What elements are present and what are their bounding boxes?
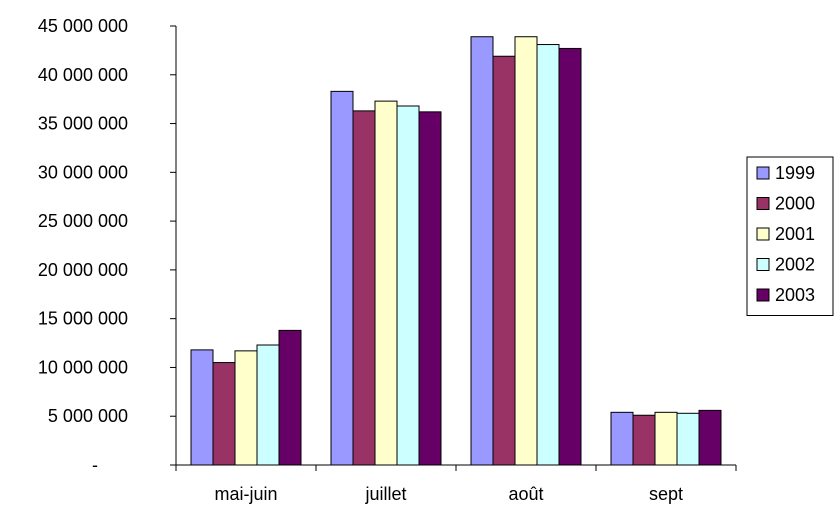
- x-tick-label: juillet: [364, 484, 406, 504]
- bar-2002-juillet: [396, 105, 420, 466]
- y-tick-label: 20 000 000: [38, 260, 128, 280]
- legend-label: 1999: [775, 163, 815, 183]
- y-tick-label: 10 000 000: [38, 357, 128, 377]
- legend-swatch: [756, 166, 770, 180]
- bar-2000-juillet: [352, 110, 376, 466]
- bar-1999-juillet: [330, 90, 354, 466]
- legend-label: 2001: [775, 224, 815, 244]
- x-tick-label: mai-juin: [214, 484, 277, 504]
- y-tick-label: 25 000 000: [38, 211, 128, 231]
- y-tick-label: 15 000 000: [38, 309, 128, 329]
- legend-label: 2000: [775, 194, 815, 214]
- bar-2001-mai-juin: [234, 350, 258, 466]
- bar-2000-août: [492, 55, 516, 466]
- y-tick-label: 30 000 000: [38, 162, 128, 182]
- bar-1999-sept: [610, 411, 634, 466]
- bar-1999-août: [470, 36, 494, 466]
- x-tick-label: août: [508, 484, 543, 504]
- legend-label: 2002: [775, 255, 815, 275]
- y-tick-label: 45 000 000: [38, 16, 128, 36]
- bar-2001-juillet: [374, 100, 398, 466]
- bar-2003-sept: [698, 409, 722, 466]
- x-axis: mai-juin juillet août sept: [175, 464, 737, 504]
- bar-2000-mai-juin: [212, 362, 236, 466]
- y-tick-label: 40 000 000: [38, 65, 128, 85]
- y-tick-label: 5 000 000: [48, 406, 128, 426]
- legend-label: 2003: [775, 285, 815, 305]
- legend-swatch: [756, 288, 770, 302]
- bar-2000-sept: [632, 414, 656, 466]
- legend: 1999 2000 2001 2002 2003: [746, 156, 834, 316]
- y-tick-label: -: [92, 455, 98, 475]
- legend-swatch: [756, 197, 770, 210]
- bar-2003-mai-juin: [278, 329, 302, 466]
- bars: [190, 36, 722, 466]
- y-tick-label: 35 000 000: [38, 114, 128, 134]
- x-tick-label: sept: [649, 484, 683, 504]
- legend-swatch: [756, 227, 770, 241]
- y-axis: - 5 000 000 10 000 000 15 000 000 20 000 000…: [38, 16, 177, 475]
- bar-1999-mai-juin: [190, 349, 214, 466]
- bar-2002-sept: [676, 412, 700, 466]
- bar-2003-août: [558, 47, 582, 466]
- bar-2001-août: [514, 36, 538, 466]
- legend-swatch: [756, 258, 770, 271]
- bar-2002-août: [536, 44, 560, 466]
- bar-2002-mai-juin: [256, 344, 280, 466]
- bar-2003-juillet: [418, 111, 442, 466]
- bar-2001-sept: [654, 411, 678, 466]
